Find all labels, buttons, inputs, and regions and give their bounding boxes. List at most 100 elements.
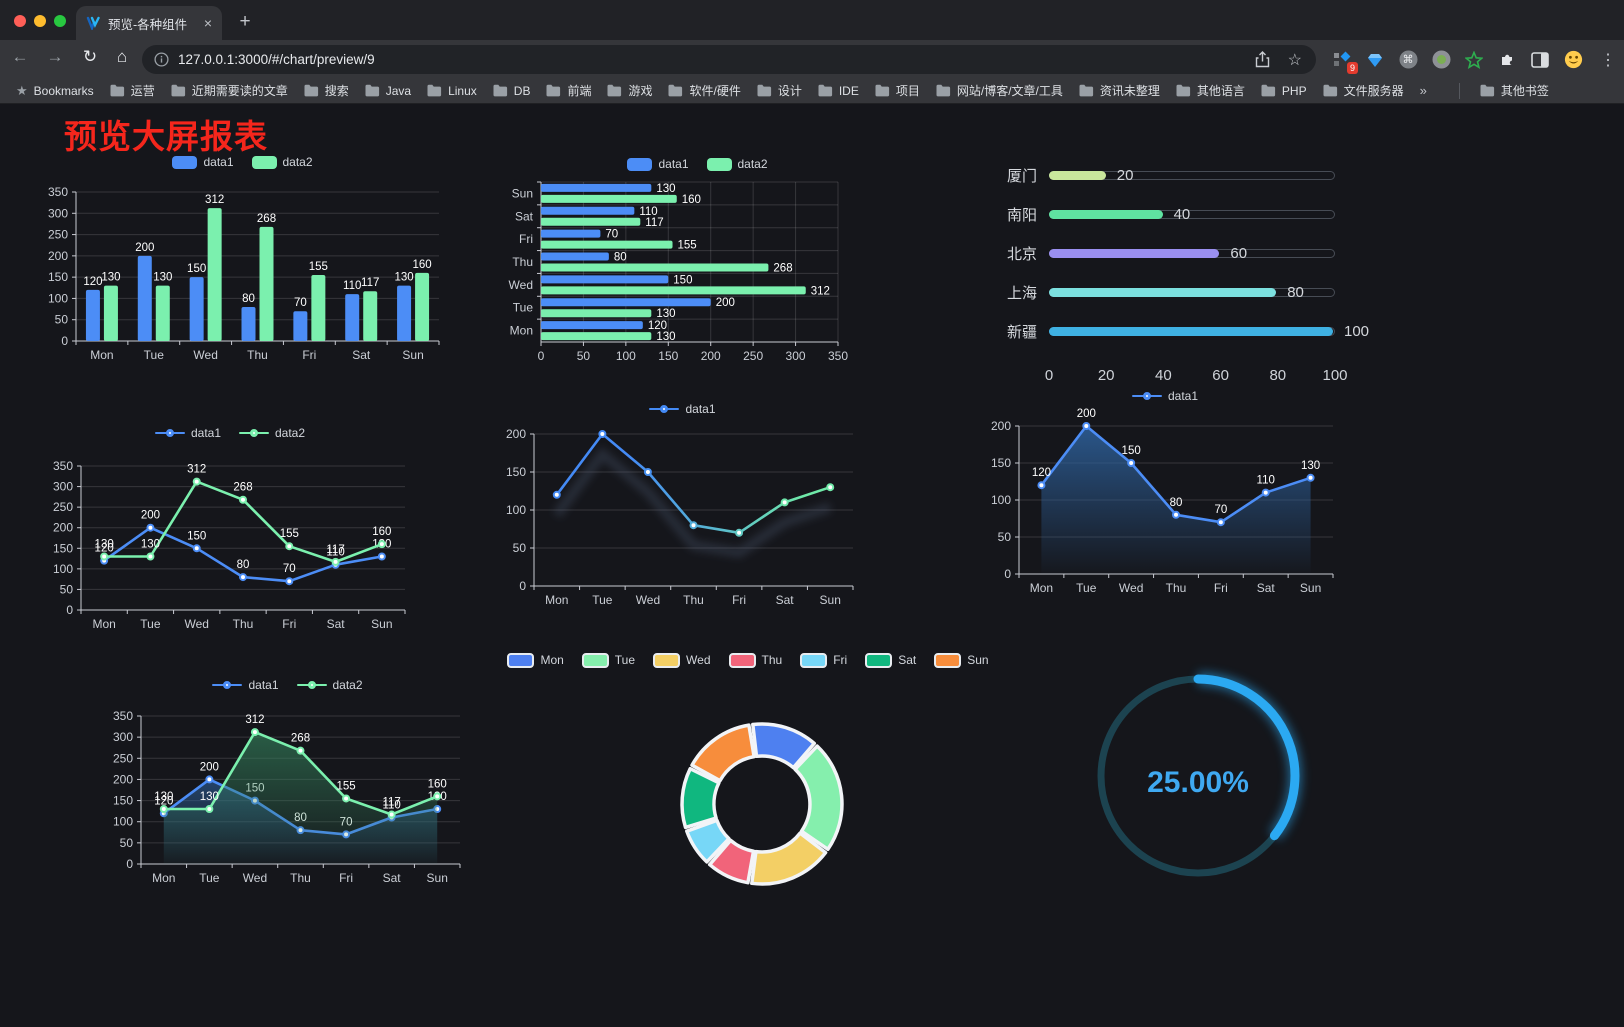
bookmark-folder[interactable]: 设计 bbox=[757, 82, 802, 99]
svg-text:130: 130 bbox=[656, 331, 675, 343]
extensions-puzzle-icon[interactable] bbox=[1497, 50, 1517, 70]
share-icon[interactable] bbox=[1255, 51, 1270, 68]
reload-icon[interactable]: ↻ bbox=[82, 47, 98, 66]
chart-legend: data1 bbox=[985, 384, 1345, 408]
bookmark-folder[interactable]: Java bbox=[365, 84, 411, 98]
chart-canvas: 0 50 100 150 200 250 300 350 Mon Tue Wed Thu Fri Sat S… bbox=[113, 709, 461, 885]
progress-axis: 0 20 40 60 80 100 bbox=[1044, 367, 1348, 384]
bookmark-folder[interactable]: 其他语言 bbox=[1176, 82, 1245, 99]
chart-canvas: 0 50 100 150 200 Mon Tue Wed Thu Fri Sat Sun bbox=[506, 427, 854, 607]
legend-item-Tue[interactable]: Tue bbox=[581, 652, 636, 668]
close-window-icon[interactable] bbox=[14, 15, 26, 27]
extension-star-icon[interactable] bbox=[1464, 50, 1484, 70]
svg-text:Tue: Tue bbox=[513, 301, 534, 315]
legend-item-data1[interactable]: data1 bbox=[172, 155, 234, 169]
folder-icon bbox=[493, 84, 507, 97]
legend-item-Wed[interactable]: Wed bbox=[653, 652, 711, 668]
svg-text:Wed: Wed bbox=[636, 593, 660, 607]
bookmark-folder[interactable]: PHP bbox=[1261, 84, 1307, 98]
svg-text:Sun: Sun bbox=[512, 186, 533, 200]
bookmark-folder-label: 资讯未整理 bbox=[1099, 84, 1160, 98]
legend-item-Mon[interactable]: Mon bbox=[507, 652, 564, 668]
svg-text:268: 268 bbox=[257, 213, 276, 225]
bookmark-folder-label: 网站/博客/文章/工具 bbox=[956, 84, 1063, 98]
new-tab-button[interactable]: + bbox=[239, 11, 251, 32]
tab-close-icon[interactable]: × bbox=[203, 15, 212, 31]
svg-text:130: 130 bbox=[141, 539, 160, 551]
folder-icon bbox=[875, 84, 889, 97]
site-info-icon[interactable] bbox=[154, 52, 169, 67]
extension-gem-icon[interactable] bbox=[1365, 50, 1385, 70]
forward-icon[interactable]: → bbox=[46, 47, 64, 66]
home-icon[interactable]: ⌂ bbox=[116, 47, 128, 66]
legend-item-data2[interactable]: data2 bbox=[296, 678, 363, 693]
back-icon[interactable]: ← bbox=[11, 47, 29, 66]
browser-menu-icon[interactable]: ⋮ bbox=[1600, 51, 1616, 69]
bookmark-folder[interactable]: 网站/博客/文章/工具 bbox=[936, 82, 1063, 99]
other-bookmarks-folder[interactable]: 其他书签 bbox=[1480, 82, 1549, 99]
legend-item-data1[interactable]: data1 bbox=[154, 426, 221, 441]
extension-command-icon[interactable]: ⌘ bbox=[1398, 50, 1418, 70]
bookmarks-overflow-icon[interactable]: » bbox=[1419, 83, 1427, 98]
legend-label: data2 bbox=[275, 426, 306, 440]
bookmark-folder[interactable]: 前端 bbox=[546, 82, 591, 99]
bookmark-folder[interactable]: Linux bbox=[427, 84, 477, 98]
extension-grid-icon[interactable]: 9 bbox=[1332, 50, 1358, 74]
bookmark-folder[interactable]: 资讯未整理 bbox=[1079, 82, 1160, 99]
svg-text:Tue: Tue bbox=[592, 593, 613, 607]
legend-label: Tue bbox=[614, 653, 636, 667]
svg-text:200: 200 bbox=[48, 249, 68, 263]
chart-legend: data1 data2 bbox=[505, 150, 890, 178]
emoji-extension-icon[interactable] bbox=[1563, 50, 1583, 70]
legend-item-data1[interactable]: data1 bbox=[1131, 389, 1198, 404]
bookmark-folder[interactable]: 项目 bbox=[875, 82, 920, 99]
browser-tab[interactable]: 预览-各种组件 × bbox=[76, 6, 222, 40]
legend-item-data2[interactable]: data2 bbox=[239, 426, 305, 441]
bookmarks-apps[interactable]: ★ Bookmarks bbox=[16, 83, 94, 99]
zoom-window-icon[interactable] bbox=[54, 15, 66, 27]
bookmarks-bar: ★ Bookmarks 运营 近期需要读的文章 搜索 Java Linux DB 前端 游戏 软… bbox=[0, 78, 1624, 104]
legend-item-data1[interactable]: data1 bbox=[649, 402, 716, 417]
legend-item-Sat[interactable]: Sat bbox=[865, 652, 916, 668]
legend-item-data2[interactable]: data2 bbox=[706, 157, 768, 171]
url-text: 127.0.0.1:3000/#/chart/preview/9 bbox=[178, 52, 375, 67]
legend-item-data1[interactable]: data1 bbox=[212, 678, 279, 693]
svg-text:150: 150 bbox=[673, 274, 692, 286]
progress-fill bbox=[1049, 249, 1220, 258]
bookmark-folder[interactable]: 游戏 bbox=[607, 82, 652, 99]
bookmark-folder[interactable]: 软件/硬件 bbox=[668, 82, 741, 99]
progress-fill bbox=[1049, 171, 1106, 180]
bookmark-star-icon[interactable]: ☆ bbox=[1287, 51, 1302, 69]
legend-item-Sun[interactable]: Sun bbox=[934, 652, 989, 668]
legend-item-Fri[interactable]: Fri bbox=[800, 652, 847, 668]
bookmark-folder[interactable]: 运营 bbox=[110, 82, 155, 99]
site-favicon bbox=[86, 16, 100, 30]
address-bar[interactable]: 127.0.0.1:3000/#/chart/preview/9 ☆ bbox=[142, 45, 1316, 74]
extension-record-icon[interactable] bbox=[1431, 50, 1451, 70]
svg-text:300: 300 bbox=[786, 349, 806, 363]
split-view-icon[interactable] bbox=[1530, 50, 1550, 70]
bookmark-folder[interactable]: 文件服务器 bbox=[1323, 82, 1404, 99]
svg-text:Sat: Sat bbox=[383, 871, 402, 885]
bookmark-folder[interactable]: 搜索 bbox=[304, 82, 349, 99]
bookmark-folder-label: 软件/硬件 bbox=[689, 84, 741, 98]
bookmark-folder[interactable]: 近期需要读的文章 bbox=[171, 82, 288, 99]
svg-text:Tue: Tue bbox=[199, 871, 220, 885]
folder-icon bbox=[607, 84, 622, 97]
bookmark-folder-label: 游戏 bbox=[628, 84, 653, 98]
folder-icon bbox=[427, 84, 442, 97]
svg-text:80: 80 bbox=[1170, 497, 1183, 509]
legend-item-data2[interactable]: data2 bbox=[251, 155, 313, 169]
svg-text:120: 120 bbox=[83, 276, 102, 288]
minimize-window-icon[interactable] bbox=[34, 15, 46, 27]
bookmark-folder[interactable]: IDE bbox=[818, 84, 859, 98]
bookmark-folder[interactable]: DB bbox=[493, 84, 530, 98]
chart-canvas: 0 50 100 150 200 Mon Tue Wed Thu Fri Sat Sun 120 200 1… bbox=[991, 408, 1334, 595]
svg-text:155: 155 bbox=[336, 780, 355, 792]
legend-item-data1[interactable]: data1 bbox=[627, 157, 689, 171]
bookmark-folder-label: 搜索 bbox=[324, 84, 349, 98]
svg-text:150: 150 bbox=[1122, 445, 1141, 457]
svg-text:250: 250 bbox=[53, 500, 73, 514]
legend-item-Thu[interactable]: Thu bbox=[728, 652, 782, 668]
